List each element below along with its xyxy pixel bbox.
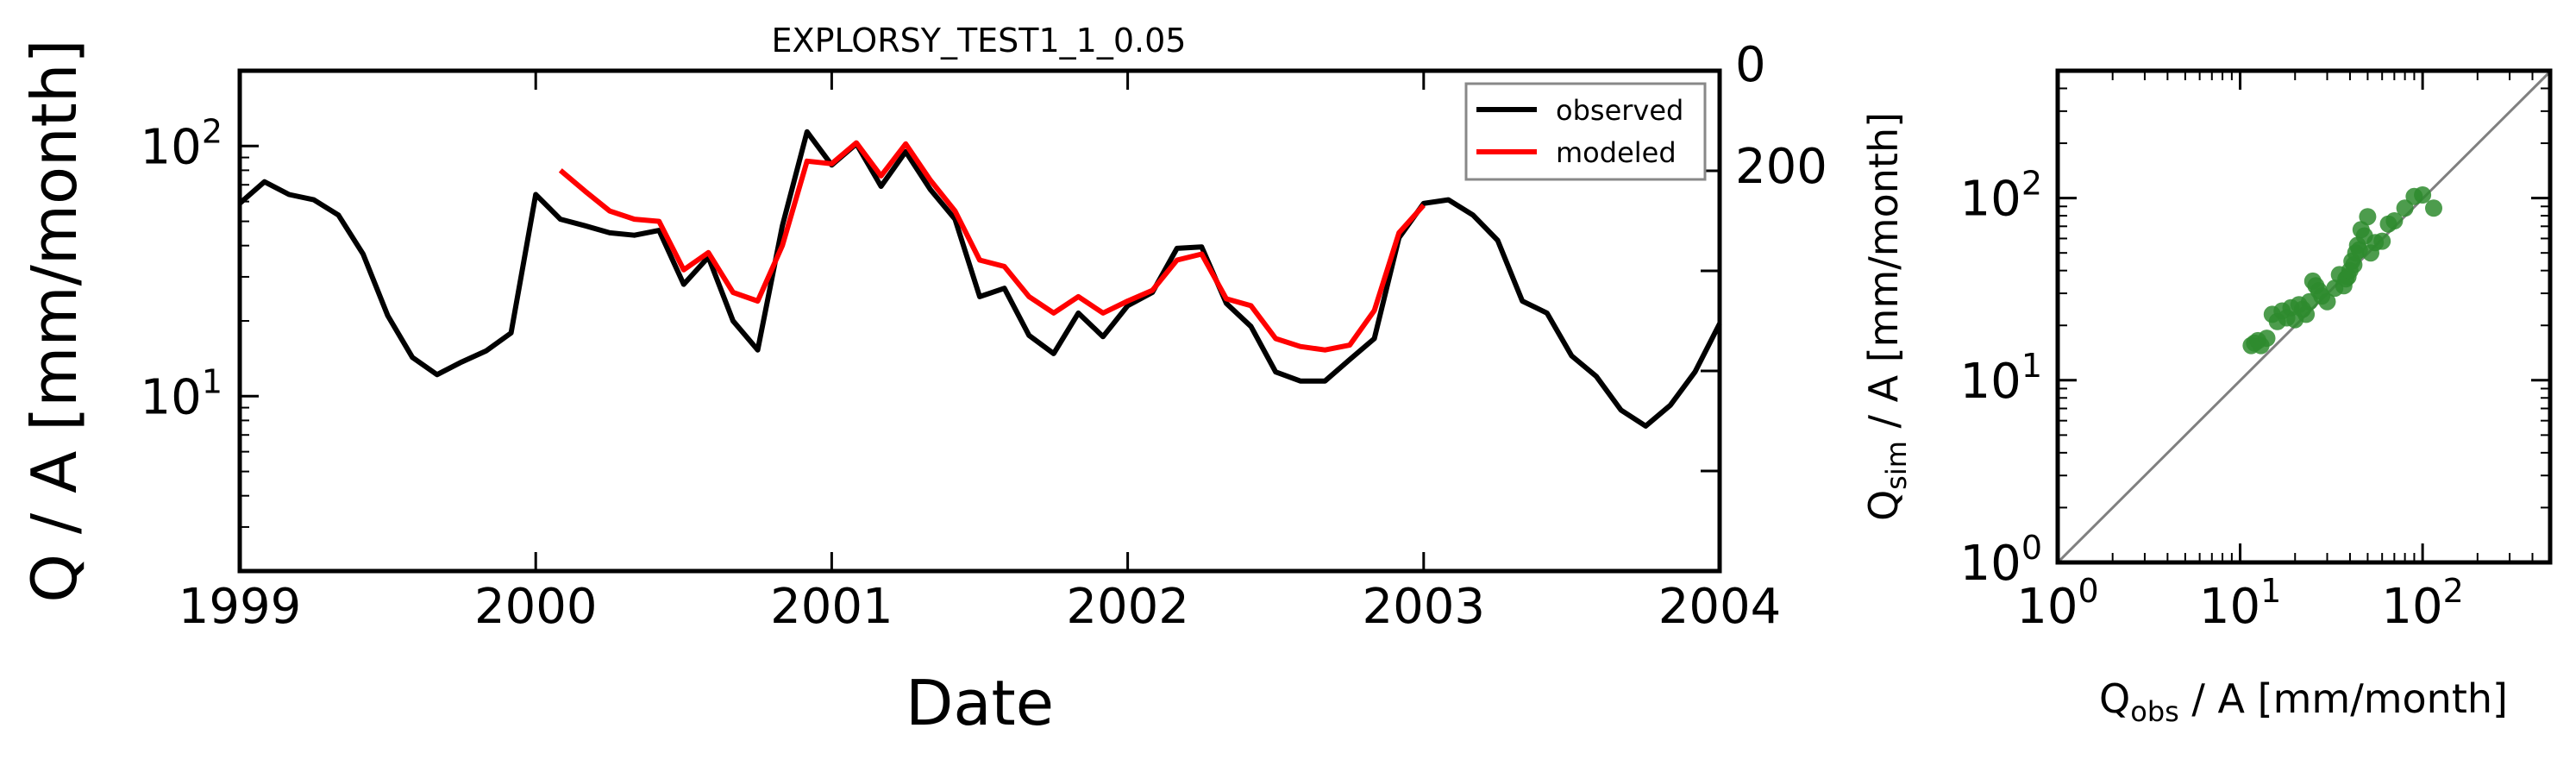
legend: observed modeled (1464, 82, 1707, 181)
right-tick-label-200: 200 (1735, 139, 1827, 195)
scatter-point (2414, 186, 2432, 204)
scatter-points (2242, 186, 2442, 355)
scatter-point (2359, 208, 2377, 226)
scatter-x-ticks: 100 101 102 (2016, 71, 2551, 635)
scatter-x-tick-label-100: 102 (2381, 572, 2463, 635)
series-line-observed (238, 129, 1722, 429)
x-ticks: 1999 2000 2001 2002 2003 2004 (179, 71, 1782, 635)
scatter-x-tick-label-1: 100 (2016, 572, 2098, 635)
series-line-modeled (558, 140, 1426, 353)
x-tick-label-2000: 2000 (474, 579, 598, 635)
x-tick-label-2004: 2004 (1658, 579, 1782, 635)
timeseries-plot-frame (237, 68, 1722, 574)
right-tick-label-0: 0 (1735, 37, 1766, 93)
x-tick-label-2003: 2003 (1363, 579, 1486, 635)
scatter-point (2258, 330, 2276, 348)
timeseries-x-axis-label: Date (906, 667, 1054, 739)
scatter-point (2385, 212, 2404, 229)
scatter-plot-frame (2055, 68, 2553, 565)
scatter-y-tick-label-10: 101 (1960, 347, 2042, 410)
scatter-point (2396, 199, 2414, 217)
scatter-y-axis-label: Qsim / A [mm/month] (1860, 112, 1913, 521)
x-tick-label-2001: 2001 (770, 579, 893, 635)
scatter-y-tick-label-100: 102 (1960, 165, 2042, 228)
scatter-point (2425, 199, 2442, 217)
y-tick-label-10: 101 (141, 362, 223, 425)
x-tick-label-1999: 1999 (179, 579, 302, 635)
scatter-point (2373, 232, 2391, 250)
scatter-y-ticks: 100 101 102 (1960, 70, 2550, 592)
scatter-x-tick-label-10: 101 (2199, 572, 2281, 635)
scatter-point (2318, 292, 2336, 311)
timeseries-title: EXPLORSY_TEST1_1_0.05 (772, 22, 1187, 60)
scatter-y-tick-label-1: 100 (1960, 529, 2042, 592)
timeseries-y-axis-label: Q / A [mm/month] (18, 39, 91, 602)
legend-modeled-label: modeled (1556, 136, 1677, 169)
legend-frame (1464, 82, 1707, 181)
x-tick-label-2002: 2002 (1066, 579, 1189, 635)
timeseries-series (238, 129, 1722, 429)
legend-observed-label: observed (1556, 94, 1683, 127)
left-y-ticks: 101 102 (141, 70, 259, 572)
scatter-x-axis-label: Qobs / A [mm/month] (2099, 675, 2508, 728)
y-tick-label-100: 102 (141, 112, 223, 175)
